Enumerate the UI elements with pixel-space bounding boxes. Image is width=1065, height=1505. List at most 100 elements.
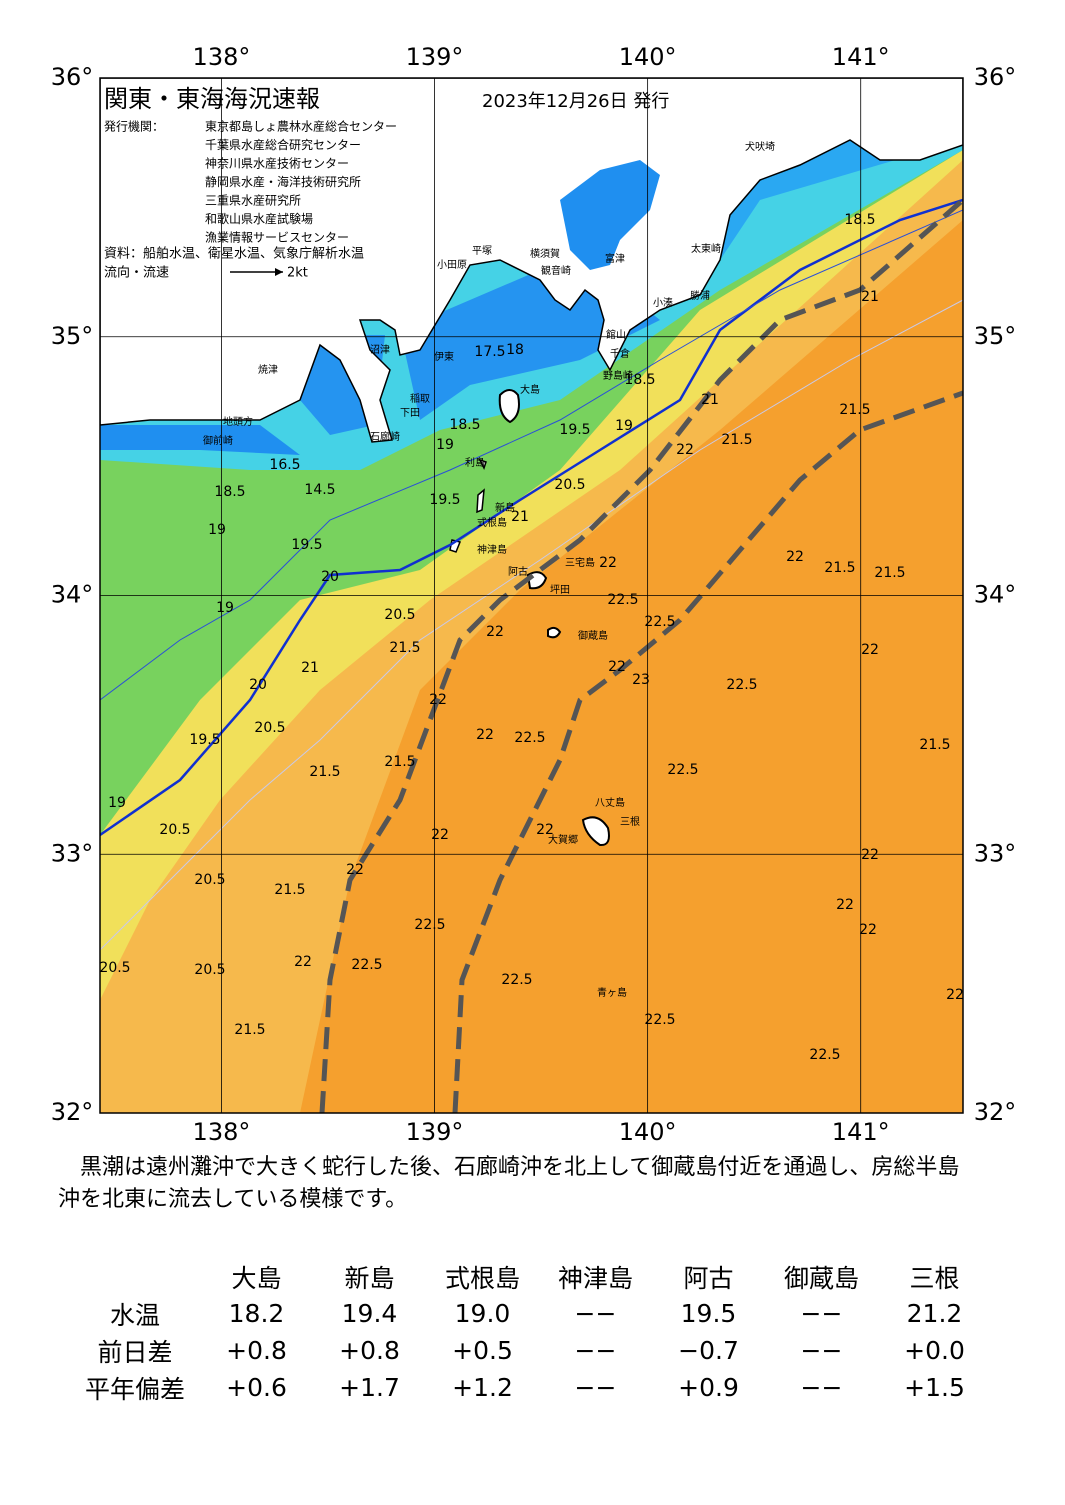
contour-label: 18.5: [449, 417, 480, 433]
contour-label: 21: [861, 289, 879, 305]
column-header: 阿古: [683, 1263, 734, 1293]
y-tick-label: 36°: [974, 63, 1017, 91]
contour-label: 21.5: [384, 754, 415, 770]
place-name: 神津島: [477, 543, 507, 556]
column-header: 大島: [231, 1263, 282, 1293]
contour-label: 18.5: [214, 484, 245, 500]
place-name: 大賀郷: [548, 833, 578, 846]
table-cell: −−: [574, 1299, 617, 1328]
contour-label: 21: [511, 509, 529, 525]
contour-label: 17.5: [474, 344, 505, 360]
place-name: 沼津: [370, 343, 390, 356]
contour-label: 19: [436, 437, 454, 453]
x-tick-label: 139°: [406, 1118, 464, 1146]
contour-label: 19.5: [429, 492, 460, 508]
place-name: 焼津: [258, 364, 278, 376]
place-name: 三宅島: [565, 556, 595, 569]
y-tick-label: 36°: [51, 63, 94, 91]
contour-label: 22.5: [414, 917, 445, 933]
contour-label: 22.5: [667, 762, 698, 778]
place-name: 館山: [606, 328, 626, 341]
place-name: 横須賀: [530, 247, 560, 260]
place-name: 坪田: [550, 583, 570, 596]
contour-label: 22: [429, 692, 447, 708]
table-cell: +0.5: [452, 1336, 513, 1365]
publisher: 和歌山県水産試験場: [205, 211, 313, 226]
publisher-label: 発行機関：: [104, 119, 164, 134]
table-cell: −−: [800, 1336, 843, 1365]
place-name: 三根: [620, 815, 640, 828]
y-tick-label: 34°: [974, 581, 1017, 609]
table-cell: 18.2: [228, 1299, 285, 1328]
table-cell: −0.7: [678, 1336, 739, 1365]
contour-label: 21.5: [919, 737, 950, 753]
contour-label: 19: [108, 795, 126, 811]
y-tick-label: 33°: [974, 839, 1017, 867]
column-header: 御蔵島: [783, 1263, 859, 1293]
contour-label: 19: [208, 522, 226, 538]
contour-label: 22.5: [726, 677, 757, 693]
temperature-table: 大島 新島 式根島 神津島 阿古 御蔵島 三根 水温 18.2 19.4 19.0 −− 19.5 −− 2…: [70, 1258, 991, 1406]
contour-label: 22: [431, 827, 449, 843]
contour-label: 22.5: [644, 614, 675, 630]
place-name: 石廊崎: [370, 430, 400, 443]
map: 関東・東海海況速報 2023年12月26日 発行 発行機関： 資料：船舶水温、衛…: [51, 43, 1017, 1146]
contour-label: 22: [486, 624, 504, 640]
contour-label: 21.5: [274, 882, 305, 898]
contour-label: 20.5: [384, 607, 415, 623]
contour-label: 20.5: [99, 960, 130, 976]
header-row: 大島 新島 式根島 神津島 阿古 御蔵島 三根: [70, 1258, 991, 1295]
contour-label: 22.5: [644, 1012, 675, 1028]
contour-label: 22: [786, 549, 804, 565]
y-tick-label: 35°: [51, 322, 94, 350]
table-row: 水温 18.2 19.4 19.0 −− 19.5 −− 21.2: [70, 1295, 991, 1332]
contour-label: 18: [506, 342, 524, 358]
contour-label: 20.5: [194, 962, 225, 978]
contour-label: 22: [294, 954, 312, 970]
contour-label: 21.5: [234, 1022, 265, 1038]
contour-label: 20.5: [194, 872, 225, 888]
contour-label: 16.5: [269, 457, 300, 473]
place-name: 伊東: [434, 350, 454, 363]
place-name: 利島: [465, 456, 485, 469]
contour-label: 19.5: [189, 732, 220, 748]
table-row: 前日差 +0.8 +0.8 +0.5 −− −0.7 −− +0.0: [70, 1332, 991, 1369]
contour-label: 19.5: [291, 537, 322, 553]
table-cell: −−: [574, 1373, 617, 1402]
x-tick-label: 138°: [193, 1118, 251, 1146]
current-legend: 流向・流速: [104, 265, 169, 281]
contour-label: 22.5: [351, 957, 382, 973]
contour-label: 21.5: [839, 402, 870, 418]
column-header: 三根: [909, 1263, 960, 1293]
contour-label: 22: [861, 847, 879, 863]
table-cell: −−: [574, 1336, 617, 1365]
table-cell: −−: [800, 1373, 843, 1402]
place-name: 小田原: [437, 259, 467, 271]
contour-label: 22: [536, 822, 554, 838]
title: 関東・東海海況速報: [104, 85, 320, 113]
arrow-head: [275, 268, 283, 276]
x-tick-label: 141°: [832, 1118, 890, 1146]
contour-label: 22: [676, 442, 694, 458]
description: 黒潮は遠州灘沖で大きく蛇行した後、石廊崎沖を北上して御蔵島付近を通過し、房総半島…: [58, 1155, 960, 1212]
y-tick-label: 34°: [51, 581, 94, 609]
publisher: 東京都島しょ農林水産総合センター: [205, 119, 397, 134]
contour-label: 21: [301, 660, 319, 676]
contour-label: 21.5: [874, 565, 905, 581]
x-tick-label: 140°: [619, 43, 677, 71]
column-header: 式根島: [444, 1263, 520, 1293]
issue-date: 2023年12月26日 発行: [482, 91, 669, 112]
table-cell: 19.4: [341, 1299, 398, 1328]
place-name: 犬吠埼: [745, 140, 775, 153]
place-name: 大島: [520, 383, 540, 396]
table-cell: [70, 1258, 200, 1295]
place-name: 下田: [400, 408, 420, 419]
contour-label: 19: [615, 418, 633, 434]
place-name: 新島: [495, 501, 515, 514]
place-name: 地頭方: [223, 415, 253, 428]
contour-label: 22: [599, 555, 617, 571]
publisher: 漁業情報サービスセンター: [205, 231, 349, 245]
table-cell: 19.5: [680, 1299, 737, 1328]
contour-label: 14.5: [304, 482, 335, 498]
place-name: 千倉: [610, 347, 630, 360]
